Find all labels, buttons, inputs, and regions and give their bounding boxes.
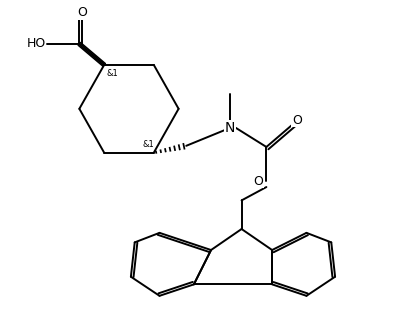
Text: &1: &1 [142, 140, 154, 149]
Text: &1: &1 [107, 69, 118, 78]
Text: N: N [225, 121, 235, 135]
Text: O: O [77, 6, 87, 19]
Text: O: O [253, 175, 263, 188]
Text: O: O [292, 114, 302, 127]
Text: HO: HO [27, 37, 46, 50]
